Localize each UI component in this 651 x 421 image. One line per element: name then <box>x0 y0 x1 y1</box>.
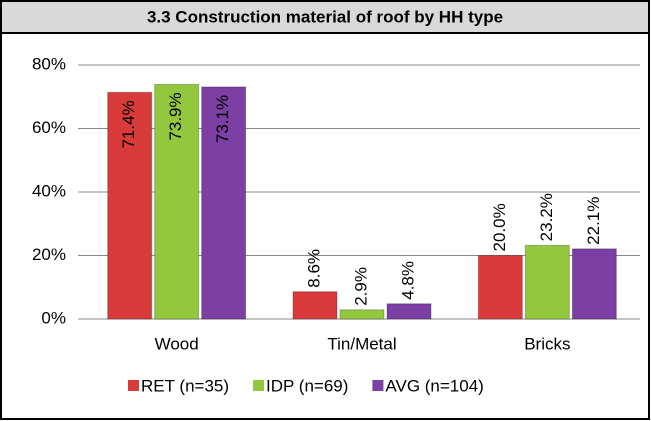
value-label: 22.1% <box>584 197 603 245</box>
value-label: 73.1% <box>213 95 232 143</box>
value-label: 20.0% <box>490 203 509 251</box>
x-tick-label: Tin/Metal <box>327 334 396 353</box>
bar <box>201 86 247 320</box>
bar <box>386 303 432 320</box>
x-tick-label: Wood <box>155 334 199 353</box>
value-label: 23.2% <box>537 193 556 241</box>
bar <box>571 248 617 320</box>
bar <box>292 291 338 320</box>
bar <box>107 91 153 320</box>
bar <box>154 83 200 320</box>
legend-label: IDP (n=69) <box>266 376 348 395</box>
y-tick-label: 80% <box>32 54 66 73</box>
y-tick-label: 40% <box>32 181 66 200</box>
value-label: 4.8% <box>398 261 417 300</box>
chart-title: 3.3 Construction material of roof by HH … <box>147 7 503 26</box>
value-label: 8.6% <box>304 249 323 288</box>
bar <box>477 255 523 320</box>
y-tick-label: 60% <box>32 118 66 137</box>
bar <box>339 309 385 320</box>
legend-label: AVG (n=104) <box>385 376 483 395</box>
value-label: 71.4% <box>119 100 138 148</box>
title-bar <box>0 0 650 34</box>
legend-label: RET (n=35) <box>141 376 229 395</box>
bar <box>524 244 570 320</box>
value-label: 2.9% <box>351 267 370 306</box>
value-label: 73.9% <box>166 92 185 140</box>
legend-swatch <box>128 380 139 391</box>
y-tick-label: 0% <box>41 308 66 327</box>
y-tick-label: 20% <box>32 245 66 264</box>
legend-swatch <box>372 380 384 391</box>
x-tick-label: Bricks <box>524 334 570 353</box>
legend-swatch <box>253 380 265 391</box>
